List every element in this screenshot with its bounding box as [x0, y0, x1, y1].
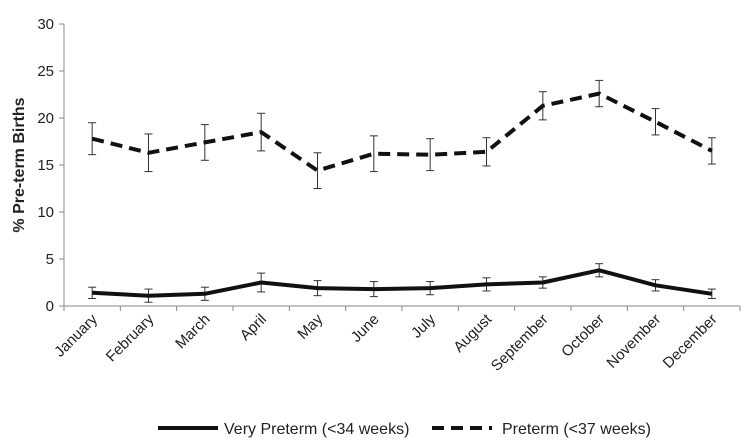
error-bar: [88, 122, 97, 156]
y-ticks: 0 5 10 15 20 25 30: [37, 16, 64, 315]
axes: [63, 24, 740, 307]
y-axis-label: % Pre-term Births: [11, 97, 28, 232]
y-tick-label: 15: [37, 157, 54, 174]
error-bar: [369, 135, 378, 173]
legend: Very Preterm (<34 weeks) Preterm (<37 we…: [158, 421, 651, 438]
y-tick-label: 5: [46, 251, 54, 268]
y-tick-label: 0: [46, 298, 54, 315]
x-tick-label: October: [558, 311, 608, 361]
y-tick-label: 20: [37, 110, 54, 127]
y-tick-label: 25: [37, 63, 54, 80]
error-bar: [313, 152, 322, 189]
x-tick-label: April: [237, 311, 270, 344]
x-tick-label: January: [51, 310, 101, 360]
series-line-very-preterm: [92, 268, 713, 298]
error-bar: [426, 138, 435, 172]
x-tick-label: November: [603, 311, 664, 372]
x-tick-label: December: [660, 311, 721, 372]
series-line-preterm: [91, 91, 713, 173]
x-tick-label: February: [103, 310, 158, 365]
x-tick-label: September: [488, 311, 552, 375]
y-axis-label-group: % Pre-term Births: [11, 97, 28, 232]
legend-label-preterm: Preterm (<37 weeks): [502, 421, 651, 438]
x-tick-label: August: [450, 310, 496, 356]
x-tick-label: June: [348, 311, 383, 346]
x-tick-label: March: [172, 311, 213, 352]
x-ticks: January February March April May June July Augu…: [51, 306, 741, 375]
error-bar: [707, 137, 716, 165]
x-tick-label: May: [294, 310, 326, 342]
x-tick-label: July: [408, 310, 439, 341]
error-bar: [651, 108, 660, 136]
legend-label-very-preterm: Very Preterm (<34 weeks): [224, 421, 409, 438]
error-bar: [88, 286, 97, 299]
error-bars: [88, 79, 716, 303]
y-tick-label: 30: [37, 16, 54, 33]
series-lines: [91, 91, 713, 298]
error-bar: [707, 288, 716, 299]
error-bar: [482, 137, 491, 167]
y-tick-label: 10: [37, 204, 54, 221]
